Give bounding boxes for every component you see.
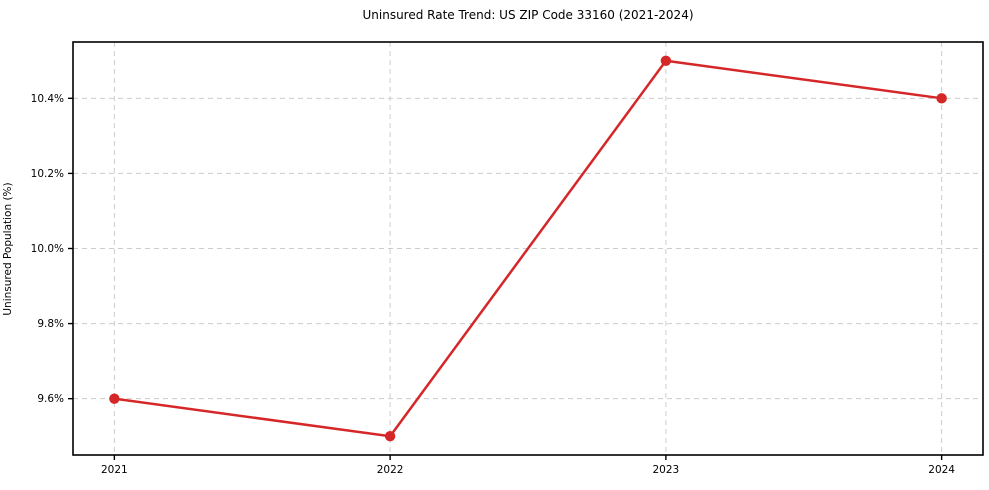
y-tick-label: 10.4% xyxy=(31,93,64,105)
chart-title: Uninsured Rate Trend: US ZIP Code 33160 … xyxy=(362,8,694,22)
data-point xyxy=(660,55,672,66)
data-point xyxy=(109,393,120,404)
y-tick-label: 10.2% xyxy=(31,168,64,180)
y-tick-label: 9.6% xyxy=(37,393,64,405)
x-tick-label: 2022 xyxy=(377,464,404,476)
x-tick-label: 2024 xyxy=(928,464,955,476)
y-tick-label: 9.8% xyxy=(37,318,64,330)
x-tick-label: 2021 xyxy=(101,464,128,476)
data-point xyxy=(384,431,396,442)
data-line xyxy=(113,59,943,438)
data-point xyxy=(936,93,947,104)
y-tick-label: 10.0% xyxy=(31,243,64,255)
x-tick-label: 2023 xyxy=(653,464,680,476)
